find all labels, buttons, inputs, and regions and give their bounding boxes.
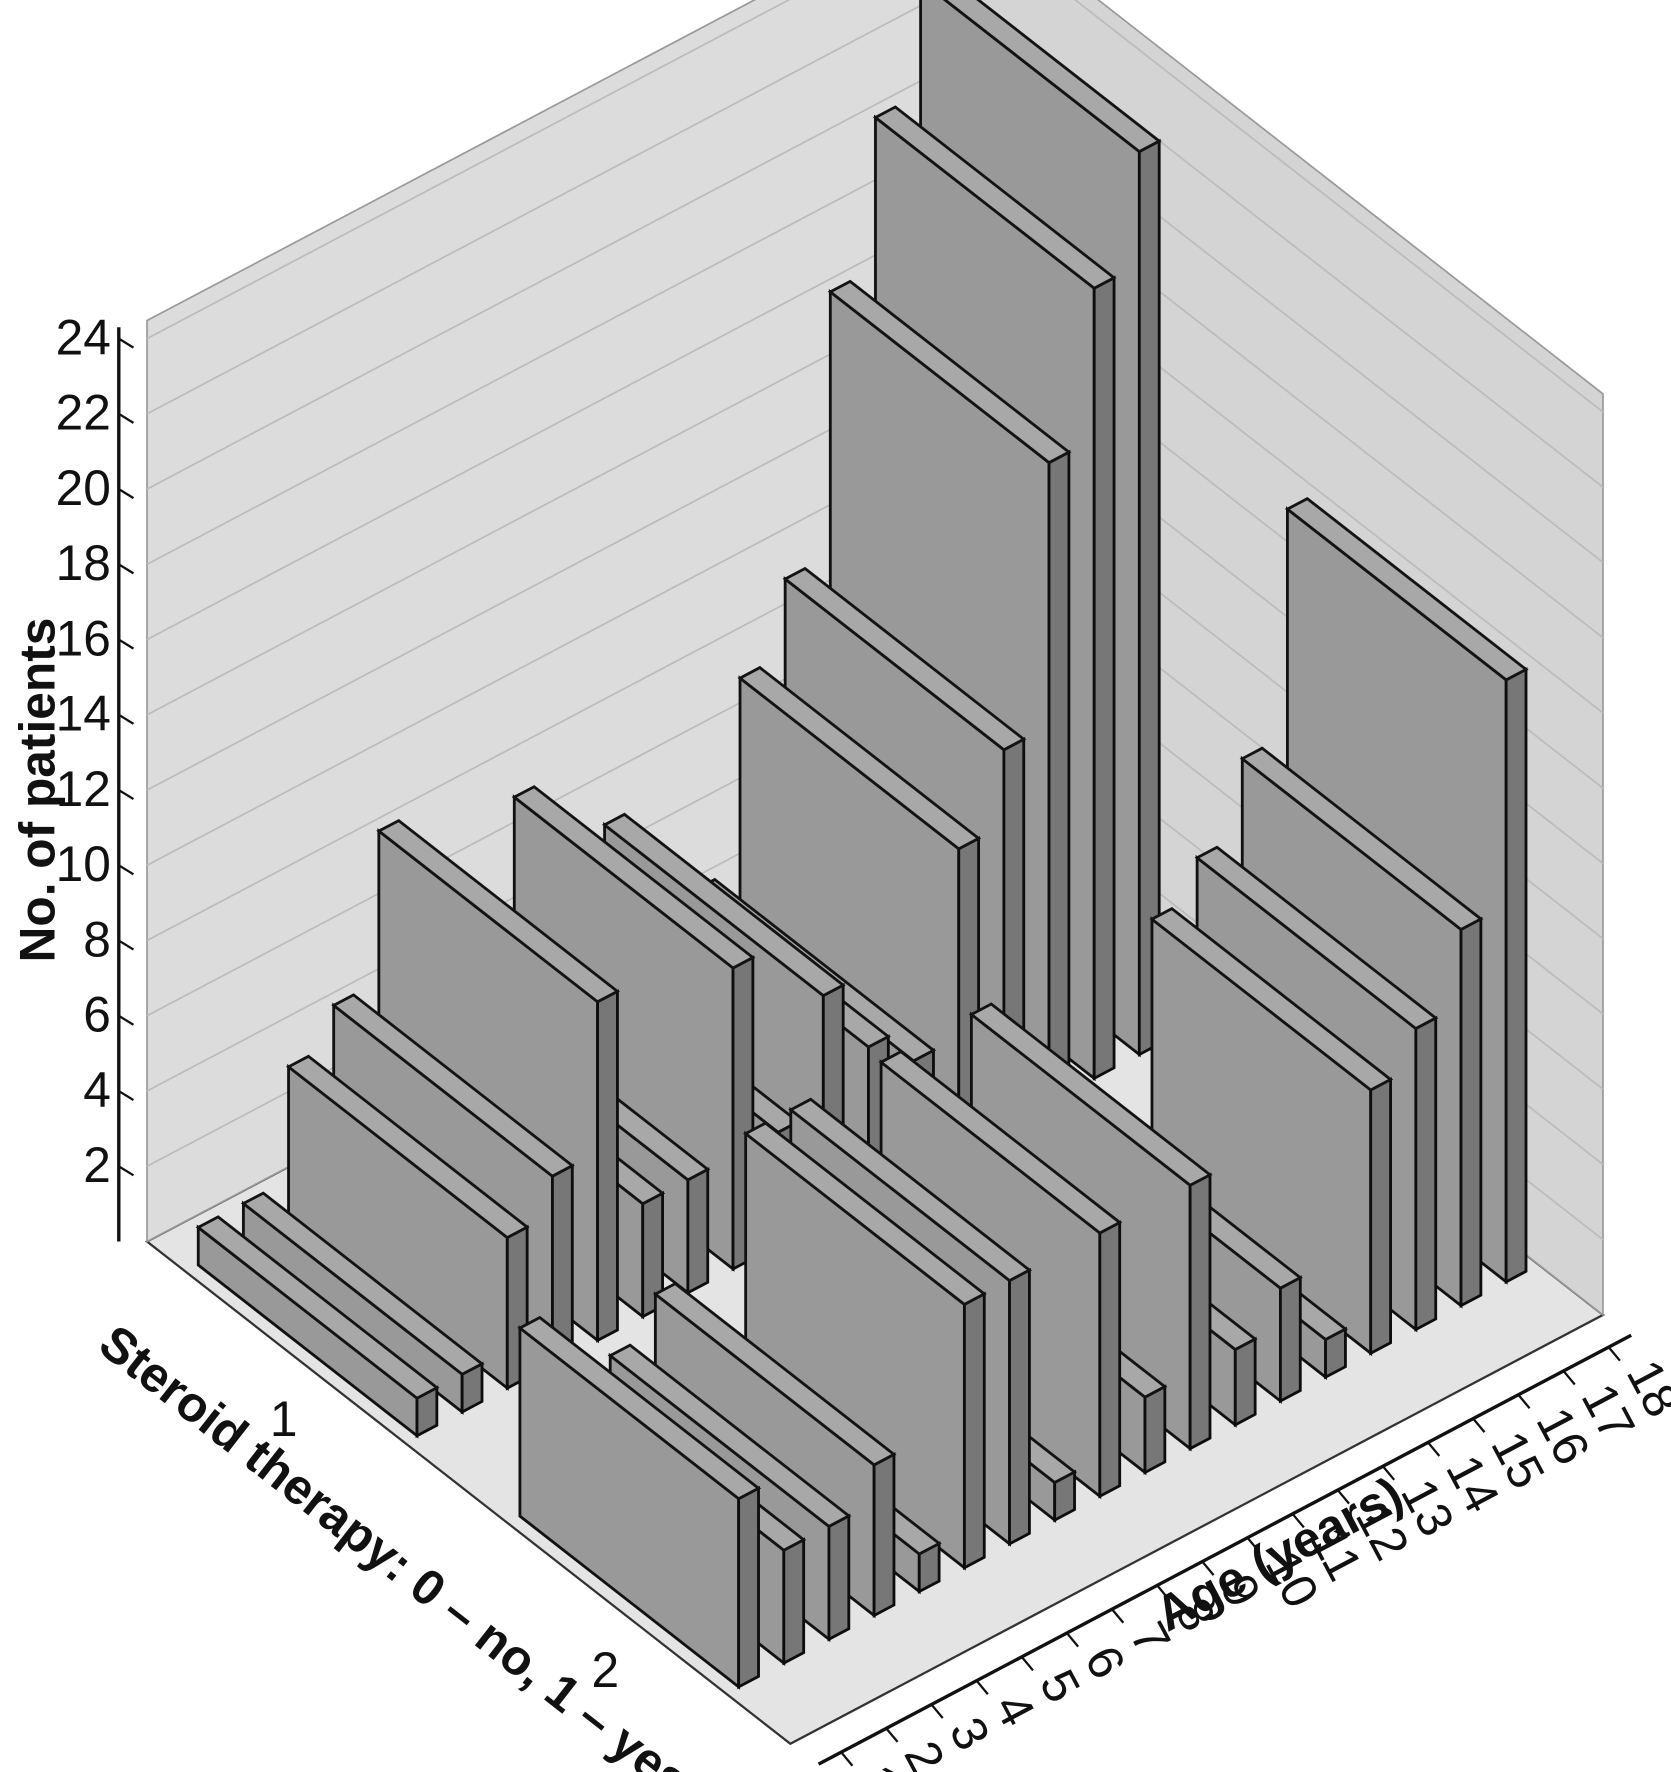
- y-tick: [118, 939, 135, 951]
- y-tick: [118, 713, 135, 725]
- y-tick: [118, 412, 135, 424]
- y-tick-label: 22: [56, 385, 111, 441]
- y-tick-label: 20: [56, 460, 111, 516]
- bar-top: [511, 785, 756, 970]
- bar-end: [1188, 1172, 1212, 1451]
- bar: [195, 1215, 440, 1439]
- x-tick: [1382, 1465, 1396, 1481]
- bar-top: [652, 1281, 897, 1467]
- bar-end: [1233, 1336, 1257, 1428]
- x-tick: [1517, 1394, 1531, 1410]
- bar-top: [1149, 907, 1394, 1092]
- bar-end: [1008, 1267, 1031, 1547]
- y-tick: [118, 1090, 135, 1102]
- y-tick: [118, 789, 135, 801]
- bar-top: [968, 1002, 1213, 1187]
- bar-top: [331, 993, 575, 1178]
- bar-end: [1504, 667, 1528, 1285]
- y-tick: [118, 638, 135, 650]
- x-tick: [1156, 1584, 1170, 1600]
- bar-end: [962, 1291, 986, 1571]
- bar-end: [737, 1485, 760, 1690]
- bar-end: [1459, 916, 1483, 1308]
- bars: [195, 0, 1529, 1690]
- bar-end: [827, 1513, 851, 1642]
- bar-top: [195, 1215, 440, 1400]
- y-tick: [118, 563, 135, 575]
- bar-top: [743, 1121, 987, 1307]
- grid-line: [146, 0, 1604, 488]
- y-tick: [118, 488, 135, 500]
- bar-top: [782, 566, 1027, 752]
- x-tick: [1427, 1441, 1441, 1457]
- x-tick: [1020, 1656, 1034, 1672]
- bar-top: [872, 105, 1117, 290]
- bar-end: [1414, 1015, 1438, 1332]
- x-tick: [1111, 1608, 1125, 1624]
- x-tick: [885, 1727, 899, 1743]
- x-axis-line: [817, 1333, 1632, 1766]
- bar-end: [872, 1452, 896, 1618]
- y-tick-label: 14: [56, 686, 111, 742]
- bar-end: [1092, 275, 1116, 1081]
- bar: [240, 1191, 485, 1415]
- y-tick-label: 18: [56, 535, 111, 591]
- y-tick-label: 24: [56, 309, 111, 365]
- bar-top: [601, 812, 846, 998]
- bar-top: [788, 1097, 1032, 1283]
- x-tick: [1066, 1632, 1080, 1648]
- y-tick-label: 12: [56, 761, 111, 817]
- bar-top: [517, 1315, 762, 1501]
- bar-end: [1047, 449, 1071, 1105]
- bar-top: [285, 1054, 530, 1240]
- y-tick-label: 2: [83, 1137, 111, 1193]
- grid-line: [146, 0, 1604, 413]
- y-tick: [118, 1014, 135, 1026]
- x-tick: [840, 1751, 854, 1767]
- row-label: 2: [592, 1642, 620, 1698]
- x-tick: [1336, 1489, 1350, 1505]
- row-label: 1: [270, 1391, 298, 1447]
- bar-end: [1143, 1384, 1167, 1475]
- bar: [1149, 907, 1394, 1357]
- bar-end: [686, 1167, 710, 1296]
- bar-top: [1194, 845, 1439, 1031]
- bar: [517, 1315, 762, 1690]
- bar: [743, 1121, 987, 1571]
- bar-top: [942, 0, 1162, 154]
- y-tick-label: 8: [83, 911, 111, 967]
- x-tick: [1201, 1560, 1215, 1576]
- bar-top: [827, 279, 1072, 465]
- labels: 2468101214161820222412123456789101112131…: [56, 309, 1671, 1772]
- x-tick: [1562, 1370, 1576, 1386]
- bar-top: [607, 1343, 852, 1529]
- x-tick: [1607, 1346, 1621, 1362]
- x-tick: [1472, 1417, 1486, 1433]
- bar-top: [878, 1050, 1123, 1235]
- bar-end: [1098, 1220, 1122, 1499]
- y-axis-title: No. of patients: [9, 618, 65, 963]
- x-tick: [1291, 1513, 1305, 1529]
- bar-top: [1284, 496, 1529, 682]
- bar-end: [1369, 1077, 1392, 1356]
- x-tick: [975, 1679, 989, 1695]
- bar-top: [376, 818, 621, 1004]
- y-tick-label: 16: [56, 610, 111, 666]
- bar-end: [596, 989, 619, 1343]
- y-tick: [118, 337, 135, 349]
- bar-end: [1279, 1275, 1302, 1404]
- x-tick: [930, 1703, 944, 1719]
- bar-top: [737, 665, 982, 851]
- y-tick-label: 6: [83, 987, 111, 1043]
- bar-top: [240, 1191, 485, 1376]
- x-tick: [1246, 1537, 1260, 1553]
- y-tick-label: 10: [56, 836, 111, 892]
- bar-end: [782, 1537, 806, 1666]
- y-tick: [118, 864, 135, 876]
- bar-top: [1239, 746, 1484, 932]
- y-tick: [118, 1165, 135, 1177]
- y-tick-label: 4: [83, 1062, 111, 1118]
